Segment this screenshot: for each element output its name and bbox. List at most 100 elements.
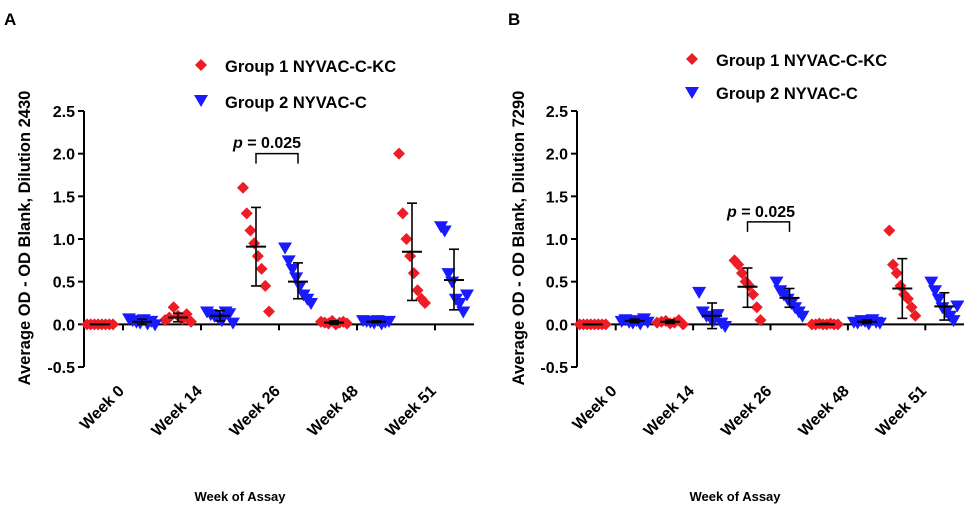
p-symbol: p xyxy=(726,204,737,221)
legend-item: Group 2 NYVAC-C xyxy=(685,85,858,103)
legend-item: Group 2 NYVAC-C xyxy=(194,94,367,112)
error-bar xyxy=(856,319,877,325)
data-point-triangle xyxy=(456,306,471,319)
legend-item: Group 1 NYVAC-C-KC xyxy=(686,52,887,70)
data-point-diamond xyxy=(419,297,431,309)
error-bar xyxy=(210,309,230,322)
legend-label: Group 1 NYVAC-C-KC xyxy=(716,52,887,70)
data-point-triangle xyxy=(382,315,396,328)
series-group-1 xyxy=(573,224,922,331)
data-point-diamond xyxy=(404,250,417,263)
y-tick-label: 0.0 xyxy=(53,317,75,334)
x-tick-label: Week 14 xyxy=(641,383,698,440)
y-tick-label: 0.5 xyxy=(546,275,568,292)
y-tick-label: 0.5 xyxy=(53,275,75,292)
series-group-2 xyxy=(614,276,964,334)
error-bar xyxy=(444,248,464,311)
y-tick-label: -0.5 xyxy=(47,360,75,377)
error-bar xyxy=(779,287,800,309)
x-axis-label: Week of Assay xyxy=(689,489,781,504)
p-symbol: p xyxy=(232,135,243,152)
error-bar xyxy=(934,291,955,321)
x-tick-label: Week 48 xyxy=(305,383,362,440)
error-bar xyxy=(624,318,645,324)
y-tick-label: 0.0 xyxy=(546,317,568,334)
y-tick-label: 2.0 xyxy=(53,147,75,164)
data-point-triangle xyxy=(445,276,460,289)
x-tick-label: Week 14 xyxy=(149,383,206,440)
data-point-triangle xyxy=(928,285,943,298)
y-axis-label: Average OD - OD Blank, Dilution 7290 xyxy=(510,91,528,386)
p-value-annotation: p = 0.025 xyxy=(726,204,795,232)
data-point-triangle xyxy=(226,317,240,330)
data-point-triangle xyxy=(692,286,707,299)
legend-label: Group 1 NYVAC-C-KC xyxy=(225,58,396,76)
legend-marker-diamond xyxy=(686,53,698,65)
x-tick-label: Week 51 xyxy=(873,383,930,440)
data-point-triangle xyxy=(460,289,474,302)
legend-label: Group 2 NYVAC-C xyxy=(716,85,858,103)
data-point-diamond xyxy=(883,224,896,237)
data-point-triangle xyxy=(718,321,733,334)
x-tick-label: Week 26 xyxy=(718,383,775,440)
error-bar xyxy=(324,320,344,326)
data-point-triangle xyxy=(872,317,887,330)
data-point-triangle xyxy=(278,242,292,255)
error-bar xyxy=(814,322,835,326)
x-tick-label: Week 0 xyxy=(570,383,621,434)
p-value: = 0.025 xyxy=(243,135,301,152)
legend-marker-diamond xyxy=(195,59,207,71)
series-group-2 xyxy=(122,221,474,332)
data-point-triangle xyxy=(769,276,784,289)
data-point-diamond xyxy=(599,318,612,331)
data-point-diamond xyxy=(735,267,748,280)
data-point-triangle xyxy=(289,272,304,285)
y-tick-label: 2.5 xyxy=(53,104,75,121)
error-bar xyxy=(402,202,422,302)
data-point-diamond xyxy=(901,292,914,305)
panel-label: B xyxy=(508,10,520,29)
panel-a: A Average OD - OD Blank, Dilution 2430 W… xyxy=(4,10,474,504)
data-point-diamond xyxy=(251,250,264,263)
y-tick-label: 1.0 xyxy=(53,232,75,249)
data-point-diamond xyxy=(887,258,900,271)
error-bar xyxy=(288,262,308,300)
data-point-diamond xyxy=(237,181,249,194)
data-point-triangle xyxy=(924,276,939,289)
data-point-triangle xyxy=(795,310,810,323)
data-point-diamond xyxy=(400,233,413,245)
data-point-diamond xyxy=(341,317,353,330)
x-axis-label: Week of Assay xyxy=(194,489,286,504)
data-point-triangle xyxy=(304,298,318,310)
data-point-diamond xyxy=(107,318,119,331)
data-point-diamond xyxy=(750,301,763,314)
data-point-diamond xyxy=(909,309,922,322)
data-point-diamond xyxy=(259,279,272,292)
data-point-triangle xyxy=(640,316,655,329)
legend-item: Group 1 NYVAC-C-KC xyxy=(195,58,396,76)
x-tick-label: Week 51 xyxy=(383,383,440,440)
series-group-1 xyxy=(81,147,431,331)
y-tick-label: 1.5 xyxy=(53,189,75,206)
data-point-triangle xyxy=(946,315,961,328)
p-value-annotation: p = 0.025 xyxy=(232,135,301,164)
data-point-diamond xyxy=(732,258,745,271)
legend-marker-triangle xyxy=(685,87,699,99)
data-point-diamond xyxy=(890,267,903,280)
data-point-diamond xyxy=(407,267,420,280)
error-bar xyxy=(660,319,681,325)
data-point-triangle xyxy=(452,298,467,310)
data-point-triangle xyxy=(285,263,300,276)
error-bar xyxy=(892,257,913,320)
data-point-diamond xyxy=(240,207,253,220)
error-bar xyxy=(132,318,152,326)
error-bar xyxy=(737,267,758,309)
p-value: = 0.025 xyxy=(737,204,795,221)
y-tick-label: 2.0 xyxy=(546,147,568,164)
data-point-triangle xyxy=(931,293,946,306)
panel-b: B Average OD - OD Blank, Dilution 7290 W… xyxy=(508,10,964,504)
data-point-diamond xyxy=(167,301,180,314)
y-tick-label: -0.5 xyxy=(540,360,568,377)
